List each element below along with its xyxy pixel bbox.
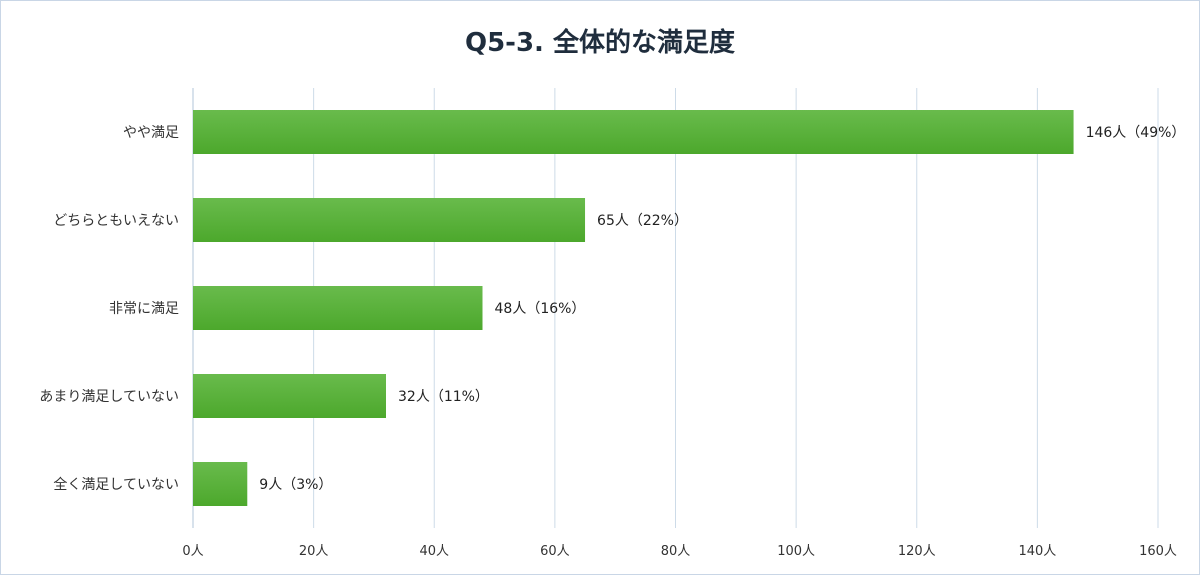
data-label: 32人（11%） — [398, 389, 489, 405]
category-label: 全く満足していない — [53, 476, 179, 493]
x-tick-label: 0人 — [182, 544, 203, 559]
bars — [193, 110, 1074, 506]
category-label: どちらともいえない — [53, 213, 179, 229]
chart-title: Q5-3. 全体的な満足度 — [464, 28, 735, 58]
data-label: 9人（3%） — [259, 477, 332, 493]
x-tick-label: 120人 — [898, 544, 936, 559]
x-tick-label: 40人 — [419, 544, 449, 559]
category-label: 非常に満足 — [109, 301, 179, 317]
data-label: 146人（49%） — [1086, 125, 1186, 141]
bar — [193, 462, 248, 506]
bar — [193, 374, 386, 418]
category-label: やや満足 — [123, 125, 179, 141]
x-tick-label: 160人 — [1139, 544, 1177, 559]
category-label: あまり満足していない — [39, 389, 179, 405]
data-label: 65人（22%） — [597, 213, 688, 229]
data-label: 48人（16%） — [495, 301, 586, 317]
bar — [193, 110, 1074, 154]
bar — [193, 198, 586, 242]
x-tick-label: 60人 — [540, 544, 570, 559]
data-labels: 146人（49%） 65人（22%） 48人（16%） 32人（11%） 9人（3%） — [259, 125, 1185, 493]
bar — [193, 286, 483, 330]
x-tick-label: 20人 — [299, 544, 329, 559]
x-tick-label: 140人 — [1018, 544, 1056, 559]
x-tick-label: 100人 — [777, 544, 815, 559]
x-axis-ticks: 0人 20人 40人 60人 80人 100人 120人 140人 160人 — [182, 544, 1177, 559]
x-tick-label: 80人 — [661, 544, 691, 559]
